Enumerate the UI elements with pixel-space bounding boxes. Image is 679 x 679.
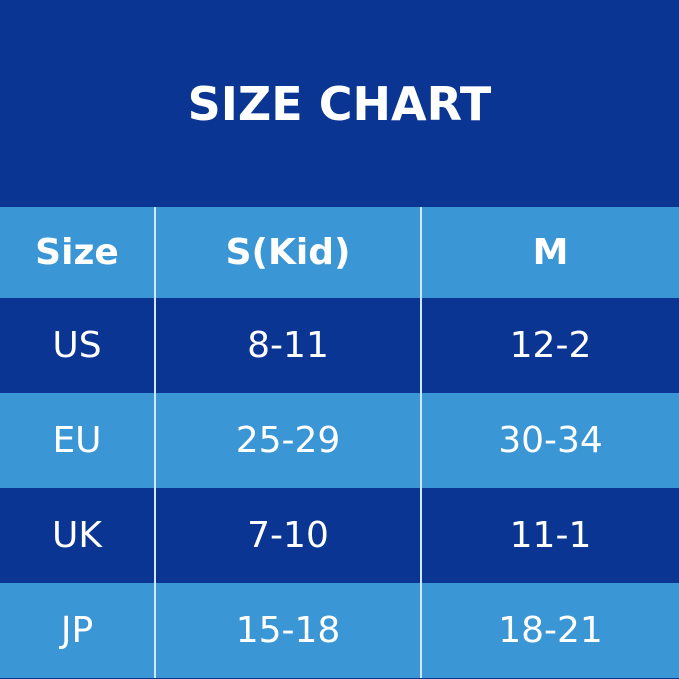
table-cell: 8-11	[154, 298, 420, 393]
table-cell: JP	[60, 610, 94, 651]
table-header-row: Size S(Kid) M	[0, 207, 679, 298]
table-cell: US	[52, 325, 102, 366]
table-cell: 12-2	[420, 298, 679, 393]
table-row: JP 15-18 18-21	[0, 583, 679, 678]
table-cell: 7-10	[154, 488, 420, 583]
table-cell: 30-34	[420, 393, 679, 488]
table-row: US 8-11 12-2	[0, 298, 679, 393]
table-cell: EU	[52, 420, 102, 461]
table-cell: UK	[52, 515, 102, 556]
table-cell: 11-1	[420, 488, 679, 583]
header-cell: M	[420, 207, 679, 298]
table-row: EU 25-29 30-34	[0, 393, 679, 488]
table-row: UK 7-10 11-1	[0, 488, 679, 583]
size-table: Size S(Kid) M US 8-11 12-2 EU 25-29 30-3…	[0, 207, 679, 678]
header-cell: S(Kid)	[154, 207, 420, 298]
table-cell: 25-29	[154, 393, 420, 488]
table-cell: 15-18	[154, 583, 420, 678]
table-cell: 18-21	[420, 583, 679, 678]
header-cell: Size	[35, 232, 119, 273]
chart-title: SIZE CHART	[187, 76, 492, 131]
